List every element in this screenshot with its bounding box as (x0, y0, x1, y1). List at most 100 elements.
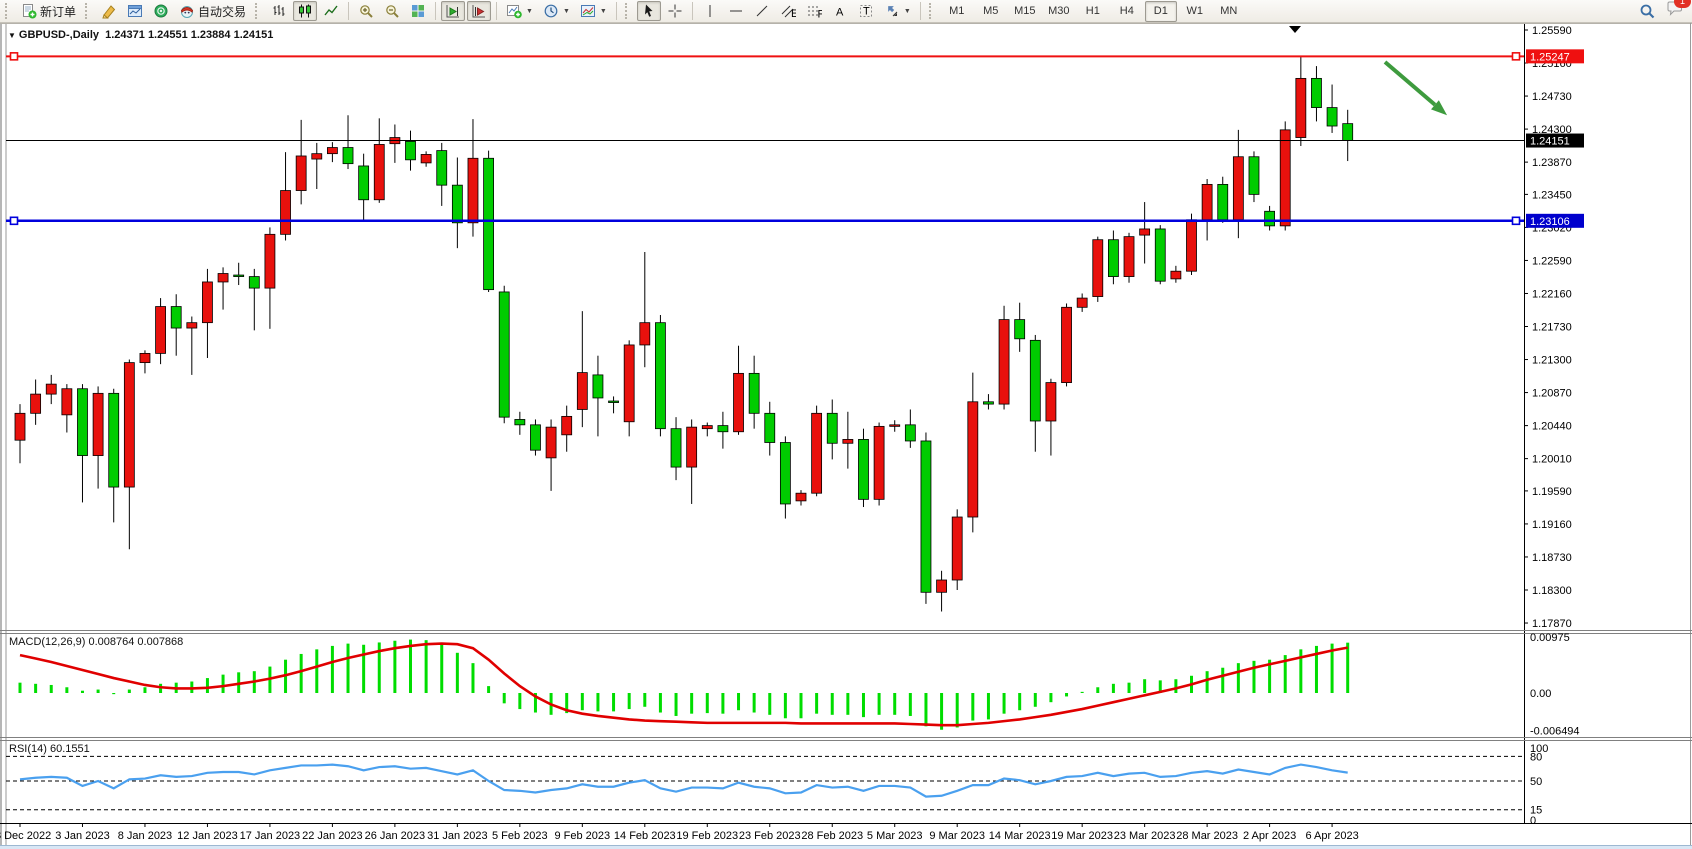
macd-axis-label: 0.00975 (1530, 632, 1570, 644)
crosshair-button[interactable] (663, 1, 687, 21)
candle-down (233, 274, 245, 277)
candle-down (530, 424, 541, 451)
auto-scroll-button[interactable] (441, 1, 466, 21)
candle-down (342, 147, 354, 165)
rsi-indicator-label: RSI(14) 60.1551 (9, 743, 90, 755)
time-axis-label: 28 Feb 2023 (801, 830, 863, 842)
candle-up (795, 492, 807, 502)
time-axis-label: 23 Mar 2023 (1114, 830, 1176, 842)
vertical-line-button[interactable] (698, 1, 722, 21)
channel-button[interactable]: E (776, 1, 800, 21)
tab-timeframe-h4[interactable]: H4 (1119, 5, 1134, 17)
tab-timeframe-h1[interactable]: H1 (1085, 5, 1100, 17)
zoom-in-button[interactable] (354, 1, 378, 21)
candle-up (123, 362, 135, 488)
time-axis-label: 23 Feb 2023 (739, 830, 801, 842)
templates-button[interactable]: ▼ (576, 1, 611, 21)
candle-down (1014, 319, 1026, 340)
toolbar-grip[interactable] (85, 3, 92, 19)
toolbar-separator (615, 2, 617, 20)
candle-down (514, 419, 526, 426)
price-axis-label: 1.18300 (1532, 585, 1572, 597)
line-chart-button[interactable] (319, 1, 343, 21)
time-axis-label: 22 Jan 2023 (302, 830, 363, 842)
arrows-button[interactable]: ▼ (880, 1, 915, 21)
indicators-button[interactable]: ▼ (502, 1, 537, 21)
tab-timeframe-m5[interactable]: M5 (983, 5, 999, 17)
candle-up (1045, 382, 1057, 422)
horizontal-line-icon (729, 10, 742, 12)
chat-button[interactable]: 1 (1666, 0, 1691, 22)
toolbar-grip[interactable] (928, 3, 936, 19)
trend-arrow[interactable] (1383, 60, 1437, 107)
candle-down (748, 372, 760, 414)
tile-windows-button[interactable] (406, 1, 430, 21)
chart-shift-button[interactable] (467, 1, 492, 21)
chart-title[interactable]: ▼ GBPUSD-,Daily 1.24371 1.24551 1.23884 1… (8, 29, 273, 41)
vertical-line-icon (709, 5, 711, 17)
chart-canvas[interactable]: 1.255901.251601.247301.243001.238701.234… (0, 23, 1692, 849)
autotrading-label: 自动交易 (198, 4, 247, 19)
fibonacci-button[interactable]: F (802, 1, 826, 21)
candle-up (1279, 129, 1291, 227)
periods-button[interactable]: ▼ (539, 1, 574, 21)
search-button[interactable] (1635, 1, 1660, 21)
time-axis-label: 19 Feb 2023 (676, 830, 738, 842)
channel-icon: E (781, 5, 796, 19)
candle-down (592, 374, 604, 399)
new-order-label: 新订单 (40, 4, 77, 19)
candle-up (701, 425, 713, 430)
cursor-icon (644, 4, 653, 17)
candle-up (1123, 236, 1135, 277)
price-axis-label: 1.20440 (1532, 421, 1572, 433)
zoom-out-button[interactable] (380, 1, 404, 21)
toolbar-grip[interactable] (255, 3, 262, 19)
candle-up (155, 306, 166, 354)
candle-down (670, 428, 682, 468)
text-button[interactable]: A (828, 1, 852, 21)
trendline-button[interactable] (750, 1, 774, 21)
candlestick-chart-button[interactable] (293, 1, 318, 21)
svg-text:F: F (817, 9, 822, 20)
candle-down (1217, 183, 1229, 221)
candle-up (1061, 306, 1072, 383)
autotrading-button[interactable]: 自动交易 (175, 1, 250, 21)
price-axis-label: 1.17870 (1532, 618, 1572, 630)
candle-up (545, 426, 557, 459)
text-label-button[interactable]: T (854, 1, 878, 21)
tab-timeframe-d1[interactable]: D1 (1144, 0, 1177, 22)
candle-up (373, 144, 385, 201)
candle-down (483, 157, 495, 291)
price-axis-label: 1.21300 (1532, 355, 1572, 367)
chart-area: 1.25590 1.25160 1.24730 1.24300 1.23870 1.234… (0, 23, 1692, 849)
candle-up (326, 147, 338, 155)
toolbar-grip[interactable] (5, 3, 12, 19)
chart-symbol-dropdown-icon[interactable]: ▼ (8, 31, 16, 40)
tab-timeframe-m30[interactable]: M30 (1048, 5, 1070, 17)
bar-chart-button[interactable] (267, 1, 291, 21)
candle-up (1186, 219, 1197, 272)
indicators-icon (507, 5, 522, 19)
tab-timeframe-m15[interactable]: M15 (1014, 5, 1036, 17)
candle-down (920, 440, 932, 593)
new-chart-button[interactable] (123, 1, 147, 21)
macd-axis-label: -0.006494 (1530, 725, 1580, 737)
toolbar-grip[interactable] (624, 3, 632, 19)
resistance-line-marker (1511, 52, 1521, 61)
tab-timeframe-mn[interactable]: MN (1220, 5, 1238, 17)
horizontal-line-button[interactable] (724, 1, 748, 21)
tab-timeframe-m1[interactable]: M1 (949, 5, 965, 17)
community-button[interactable] (149, 1, 173, 21)
new-order-button[interactable]: 新订单 (17, 1, 80, 21)
toolbar-separator (919, 2, 921, 20)
new-chart-icon (128, 5, 143, 17)
price-axis-label: 1.19160 (1532, 519, 1572, 531)
styler-button[interactable] (97, 1, 121, 21)
candlestick-chart-icon (299, 4, 312, 18)
status-strip (0, 845, 1692, 849)
tab-timeframe-w1[interactable]: W1 (1186, 5, 1204, 17)
candle-down (1311, 77, 1322, 108)
periods-icon (544, 4, 558, 18)
cursor-button[interactable] (636, 1, 661, 21)
chart-shift-marker[interactable] (1289, 26, 1301, 33)
